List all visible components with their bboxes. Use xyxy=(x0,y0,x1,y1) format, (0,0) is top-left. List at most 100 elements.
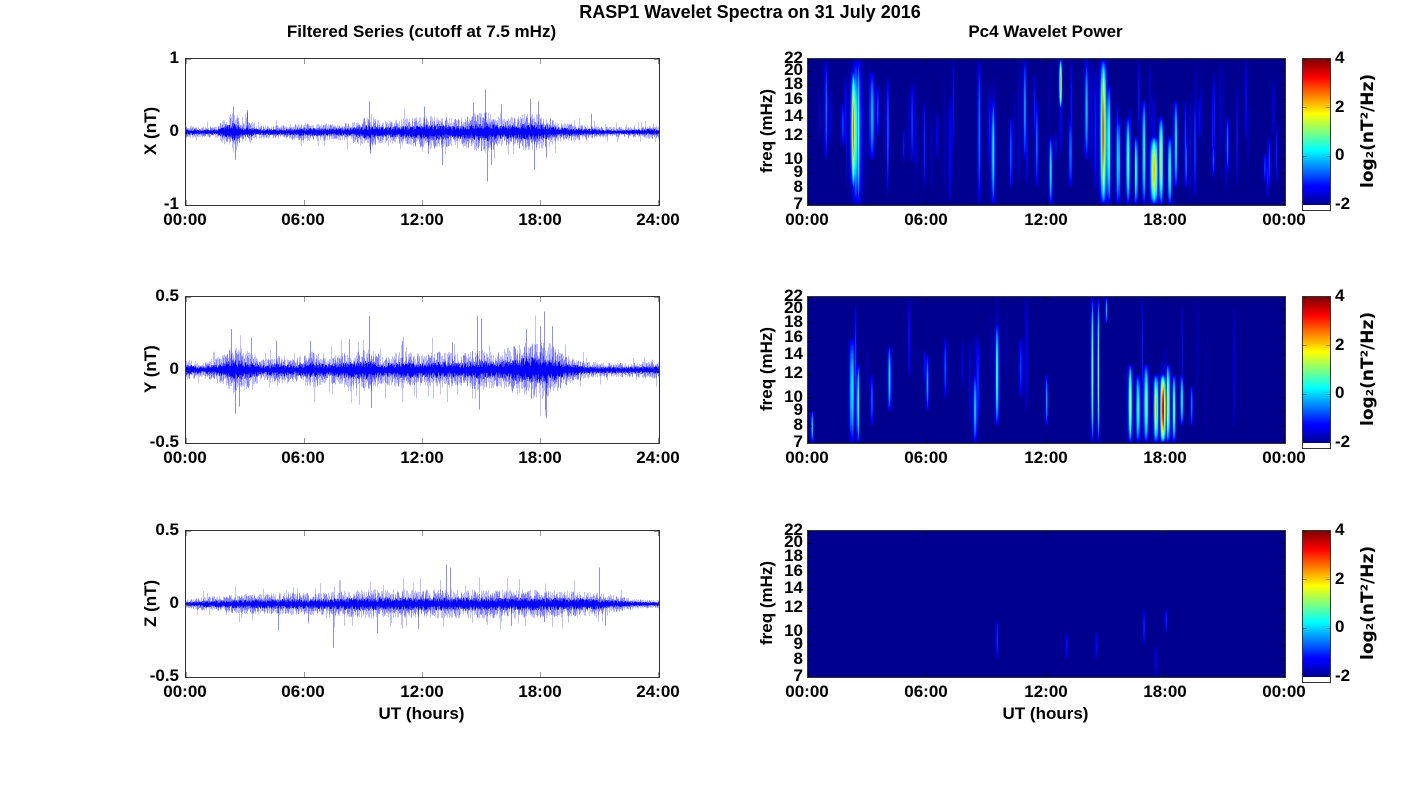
xtick-wav-x-2: 12:00 xyxy=(1024,210,1068,229)
xtick-wav-y-1: 06:00 xyxy=(904,448,948,467)
xtick-ts-y-4: 24:00 xyxy=(636,448,680,467)
cbar-tick-1-0: 0 xyxy=(1335,383,1345,402)
ytick-wav-y-22: 22 xyxy=(784,286,803,305)
y-timeseries-canvas xyxy=(186,297,659,443)
xtick-wav-y-2: 12:00 xyxy=(1024,448,1068,467)
xtick-ts-x-2: 12:00 xyxy=(400,210,444,229)
plot-x-spectrogram xyxy=(807,58,1286,206)
ytick-wav-x-8: 8 xyxy=(793,177,803,196)
cbar-tick-0-2: 2 xyxy=(1335,97,1345,116)
ytick-wav-y-14: 14 xyxy=(784,344,803,363)
xtick-wav-z-2: 12:00 xyxy=(1024,682,1068,701)
ytick-ts-y--0.5: -0.5 xyxy=(149,432,179,451)
ytick-wav-x-12: 12 xyxy=(784,125,803,144)
ytick-wav-y-10: 10 xyxy=(784,387,803,406)
colorbar-y-label: log₂(nT²/Hz) xyxy=(1358,311,1378,427)
ytick-wav-x-22: 22 xyxy=(784,48,803,67)
colorbar-z xyxy=(1302,530,1331,683)
y-spectrogram-canvas xyxy=(808,297,1285,443)
ytick-ts-y-0: 0 xyxy=(169,359,179,378)
xlabel-left-ut-hours: UT (hours) xyxy=(378,704,465,723)
cbar-tick-0-0: 0 xyxy=(1335,145,1345,164)
ytick-wav-z-16: 16 xyxy=(784,561,803,580)
ytick-ts-y-0.5: 0.5 xyxy=(155,286,179,305)
ytick-ts-z-0.5: 0.5 xyxy=(155,520,179,539)
colorbar-x-label: log₂(nT²/Hz) xyxy=(1358,73,1378,189)
plot-x-timeseries xyxy=(185,58,660,206)
xtick-wav-x-3: 18:00 xyxy=(1143,210,1187,229)
ytick-wav-y-20: 20 xyxy=(784,298,803,317)
xtick-wav-x-4: 00:00 xyxy=(1262,210,1306,229)
ytick-wav-z-22: 22 xyxy=(784,520,803,539)
cbar-tick-2-2: 2 xyxy=(1335,569,1345,588)
ytick-wav-x-20: 20 xyxy=(784,60,803,79)
ytick-wav-x-9: 9 xyxy=(793,162,803,181)
cbar-tick-2-4: 4 xyxy=(1335,520,1345,539)
xtick-ts-y-3: 18:00 xyxy=(518,448,562,467)
xtick-wav-y-3: 18:00 xyxy=(1143,448,1187,467)
ytick-wav-y-12: 12 xyxy=(784,363,803,382)
xtick-wav-z-3: 18:00 xyxy=(1143,682,1187,701)
plot-z-spectrogram xyxy=(807,530,1286,678)
xtick-ts-y-1: 06:00 xyxy=(281,448,325,467)
xtick-wav-z-0: 00:00 xyxy=(785,682,829,701)
xtick-ts-x-4: 24:00 xyxy=(636,210,680,229)
ytick-wav-x-14: 14 xyxy=(784,106,803,125)
cbar-tick-2--2: -2 xyxy=(1335,666,1351,685)
z-spectrogram-canvas xyxy=(808,531,1285,677)
ytick-wav-z-12: 12 xyxy=(784,597,803,616)
figure-title: RASP1 Wavelet Spectra on 31 July 2016 xyxy=(579,2,921,22)
xtick-wav-y-4: 00:00 xyxy=(1262,448,1306,467)
colorbar-x-canvas xyxy=(1303,59,1330,205)
colorbar-x xyxy=(1302,58,1331,211)
ytick-wav-y-9: 9 xyxy=(793,400,803,419)
z-timeseries-canvas xyxy=(186,531,659,677)
xtick-wav-y-0: 00:00 xyxy=(785,448,829,467)
ytick-wav-z-7: 7 xyxy=(793,666,803,685)
colorbar-z-canvas xyxy=(1303,531,1330,677)
ytick-ts-z--0.5: -0.5 xyxy=(149,666,179,685)
right-column-title: Pc4 Wavelet Power xyxy=(968,22,1123,41)
ytick-wav-x-16: 16 xyxy=(784,89,803,108)
xtick-wav-x-0: 00:00 xyxy=(785,210,829,229)
colorbar-y xyxy=(1302,296,1331,449)
cbar-tick-2-0: 0 xyxy=(1335,617,1345,636)
xtick-ts-z-2: 12:00 xyxy=(400,682,444,701)
x-timeseries-canvas xyxy=(186,59,659,205)
plot-y-timeseries xyxy=(185,296,660,444)
ytick-wav-x-18: 18 xyxy=(784,74,803,93)
xtick-ts-y-0: 00:00 xyxy=(163,448,207,467)
ytick-wav-y-7: 7 xyxy=(793,432,803,451)
ytick-ts-z-0: 0 xyxy=(169,593,179,612)
cbar-tick-1-2: 2 xyxy=(1335,335,1345,354)
plot-z-timeseries xyxy=(185,530,660,678)
ytick-wav-x-7: 7 xyxy=(793,194,803,213)
xtick-wav-z-4: 00:00 xyxy=(1262,682,1306,701)
cbar-tick-0-4: 4 xyxy=(1335,48,1345,67)
ytick-wav-z-9: 9 xyxy=(793,634,803,653)
ytick-wav-z-18: 18 xyxy=(784,546,803,565)
x-spectrogram-canvas xyxy=(808,59,1285,205)
ytick-wav-y-18: 18 xyxy=(784,312,803,331)
ytick-wav-z-14: 14 xyxy=(784,578,803,597)
ytick-wav-x-10: 10 xyxy=(784,149,803,168)
colorbar-y-canvas xyxy=(1303,297,1330,443)
xtick-ts-x-1: 06:00 xyxy=(281,210,325,229)
xtick-wav-z-1: 06:00 xyxy=(904,682,948,701)
left-column-title: Filtered Series (cutoff at 7.5 mHz) xyxy=(286,22,557,41)
ytick-ts-x-0: 0 xyxy=(169,121,179,140)
xtick-ts-z-0: 00:00 xyxy=(163,682,207,701)
cbar-tick-1-4: 4 xyxy=(1335,286,1345,305)
cbar-tick-1--2: -2 xyxy=(1335,432,1351,451)
plot-y-spectrogram xyxy=(807,296,1286,444)
cbar-tick-0--2: -2 xyxy=(1335,194,1351,213)
xtick-ts-z-3: 18:00 xyxy=(518,682,562,701)
xlabel-right-ut-hours: UT (hours) xyxy=(1002,704,1089,723)
xtick-ts-z-1: 06:00 xyxy=(281,682,325,701)
xtick-ts-z-4: 24:00 xyxy=(636,682,680,701)
ytick-wav-y-16: 16 xyxy=(784,327,803,346)
xtick-ts-x-3: 18:00 xyxy=(518,210,562,229)
ytick-wav-z-8: 8 xyxy=(793,649,803,668)
xtick-ts-y-2: 12:00 xyxy=(400,448,444,467)
ytick-wav-y-8: 8 xyxy=(793,415,803,434)
